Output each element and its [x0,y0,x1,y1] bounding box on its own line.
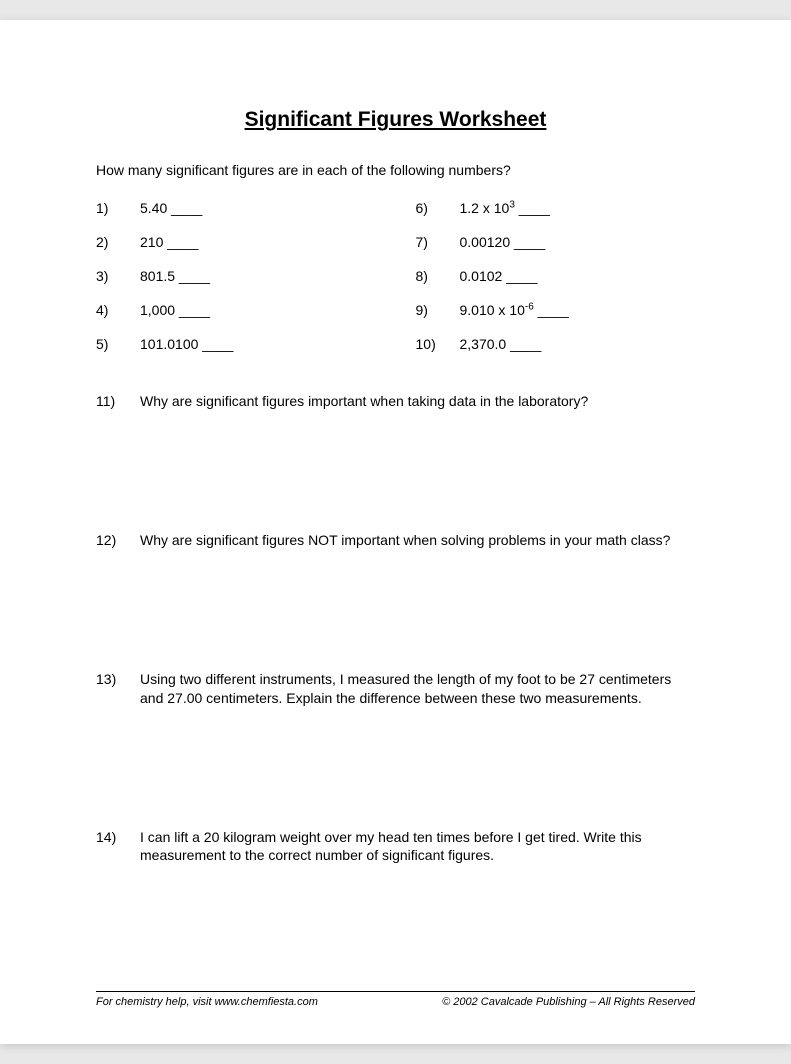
number-label: 7) [416,234,460,250]
page-title: Significant Figures Worksheet [96,108,695,132]
numbers-grid: 1)5.40 ____6)1.2 x 103 ____2)210 ____7)0… [96,200,695,352]
number-value: 9.010 x 10-6 ____ [460,302,569,318]
number-item: 8)0.0102 ____ [416,268,696,284]
instruction-text: How many significant figures are in each… [96,162,695,178]
number-item: 7)0.00120 ____ [416,234,696,250]
page-footer: For chemistry help, visit www.chemfiesta… [96,991,695,1008]
footer-left: For chemistry help, visit www.chemfiesta… [96,996,318,1008]
number-value: 5.40 ____ [140,200,202,216]
number-label: 2) [96,234,140,250]
number-value: 0.00120 ____ [460,234,546,250]
number-value: 0.0102 ____ [460,268,538,284]
number-value: 210 ____ [140,234,198,250]
question-label: 11) [96,392,140,411]
answer-blank: ____ [534,302,569,318]
number-label: 6) [416,200,460,216]
answer-blank: ____ [515,200,550,216]
question-text: Why are significant figures NOT importan… [140,531,695,550]
question-item: 13)Using two different instruments, I me… [96,670,695,708]
answer-blank: ____ [198,336,233,352]
number-label: 8) [416,268,460,284]
number-value: 1.2 x 103 ____ [460,200,550,216]
questions-list: 11)Why are significant figures important… [96,392,695,865]
number-item: 4)1,000 ____ [96,302,376,318]
number-label: 1) [96,200,140,216]
number-value: 101.0100 ____ [140,336,233,352]
worksheet-page: Significant Figures Worksheet How many s… [0,20,791,1044]
answer-blank: ____ [506,336,541,352]
answer-blank: ____ [510,234,545,250]
number-value: 2,370.0 ____ [460,336,542,352]
number-label: 10) [416,336,460,352]
number-label: 4) [96,302,140,318]
answer-blank: ____ [167,200,202,216]
number-item: 6)1.2 x 103 ____ [416,200,696,216]
number-label: 3) [96,268,140,284]
question-text: I can lift a 20 kilogram weight over my … [140,828,695,866]
number-item: 3)801.5 ____ [96,268,376,284]
answer-blank: ____ [163,234,198,250]
exponent: -6 [525,301,534,312]
footer-right: © 2002 Cavalcade Publishing – All Rights… [442,996,695,1008]
question-text: Why are significant figures important wh… [140,392,695,411]
question-text: Using two different instruments, I measu… [140,670,695,708]
question-item: 12)Why are significant figures NOT impor… [96,531,695,550]
number-value: 801.5 ____ [140,268,210,284]
number-item: 1)5.40 ____ [96,200,376,216]
number-item: 9)9.010 x 10-6 ____ [416,302,696,318]
question-label: 14) [96,828,140,866]
question-item: 14)I can lift a 20 kilogram weight over … [96,828,695,866]
number-item: 10)2,370.0 ____ [416,336,696,352]
answer-blank: ____ [502,268,537,284]
question-label: 12) [96,531,140,550]
number-label: 5) [96,336,140,352]
answer-blank: ____ [175,268,210,284]
answer-blank: ____ [175,302,210,318]
number-value: 1,000 ____ [140,302,210,318]
number-item: 5)101.0100 ____ [96,336,376,352]
number-item: 2)210 ____ [96,234,376,250]
question-item: 11)Why are significant figures important… [96,392,695,411]
question-label: 13) [96,670,140,708]
number-label: 9) [416,302,460,318]
